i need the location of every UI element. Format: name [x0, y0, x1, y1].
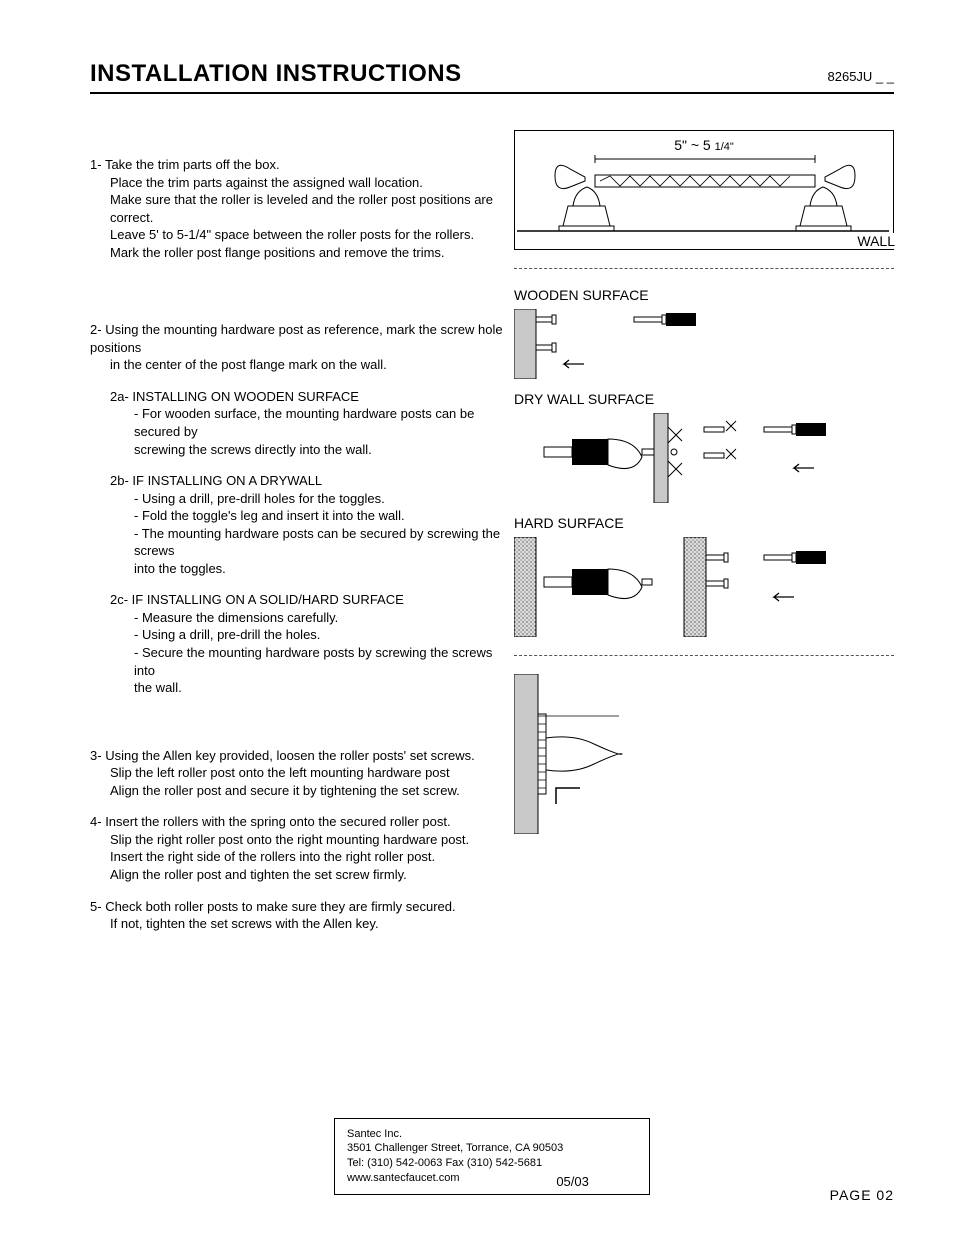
- company-name: Santec Inc.: [347, 1127, 637, 1142]
- dim-text: 5" ~ 5: [674, 137, 714, 153]
- diagram-top: 5" ~ 5 1/4": [514, 130, 894, 250]
- footer: Santec Inc. 3501 Challenger Street, Torr…: [90, 1118, 894, 1195]
- step-text: - Using a drill, pre-drill holes for the…: [134, 490, 504, 508]
- separator: [514, 655, 894, 656]
- step-text: If not, tighten the set screws with the …: [110, 915, 504, 933]
- diagram-wooden: WOODEN SURFACE: [514, 287, 894, 379]
- company-phone: Tel: (310) 542-0063 Fax (310) 542-5681: [347, 1156, 637, 1171]
- step-text: Slip the right roller post onto the righ…: [110, 831, 504, 849]
- step-3: 3- Using the Allen key provided, loosen …: [90, 747, 504, 800]
- footer-box: Santec Inc. 3501 Challenger Street, Torr…: [334, 1118, 650, 1195]
- surface-title: HARD SURFACE: [514, 515, 894, 531]
- step-text: Leave 5' to 5-1/4" space between the rol…: [110, 226, 504, 244]
- step-text: - Fold the toggle's leg and insert it in…: [134, 507, 504, 525]
- diagram-post-side: [514, 674, 894, 834]
- drywall-svg: [514, 413, 884, 503]
- step-2: 2- Using the mounting hardware post as r…: [90, 321, 504, 696]
- step-text: Take the trim parts off the box.: [105, 157, 280, 172]
- dim-frac: 1/4": [715, 141, 734, 153]
- wall-label: WALL: [855, 233, 897, 249]
- substep-title: 2a- INSTALLING ON WOODEN SURFACE: [110, 388, 504, 406]
- step-text: screwing the screws directly into the wa…: [134, 441, 504, 459]
- step-text: - For wooden surface, the mounting hardw…: [134, 405, 504, 440]
- header: INSTALLATION INSTRUCTIONS 8265JU _ _: [90, 60, 894, 94]
- step-text: Using the mounting hardware post as refe…: [90, 322, 503, 355]
- step-text: Align the roller post and secure it by t…: [110, 782, 504, 800]
- step-text: Make sure that the roller is leveled and…: [110, 191, 504, 226]
- page-title: INSTALLATION INSTRUCTIONS: [90, 60, 462, 88]
- step-text: Mark the roller post flange positions an…: [110, 244, 504, 262]
- step-text: Using the Allen key provided, loosen the…: [105, 748, 475, 763]
- substep-title: 2c- IF INSTALLING ON A SOLID/HARD SURFAC…: [110, 591, 504, 609]
- step-text: - Measure the dimensions carefully.: [134, 609, 504, 627]
- step-text: Insert the right side of the rollers int…: [110, 848, 504, 866]
- step-number: 3-: [90, 748, 102, 763]
- dimension-label: 5" ~ 5 1/4": [674, 137, 734, 153]
- step-text: Place the trim parts against the assigne…: [110, 174, 504, 192]
- step-5: 5- Check both roller posts to make sure …: [90, 898, 504, 933]
- step-text: - Secure the mounting hardware posts by …: [134, 644, 504, 679]
- surface-title: WOODEN SURFACE: [514, 287, 894, 303]
- step-text: Align the roller post and tighten the se…: [110, 866, 504, 884]
- step-text: - Using a drill, pre-drill the holes.: [134, 626, 504, 644]
- step-text: Slip the left roller post onto the left …: [110, 764, 504, 782]
- step-text: - The mounting hardware posts can be sec…: [134, 525, 504, 560]
- step-text: Check both roller posts to make sure the…: [105, 899, 455, 914]
- step-text: into the toggles.: [134, 560, 504, 578]
- footer-date: 05/03: [556, 1174, 589, 1189]
- substep-2b: 2b- IF INSTALLING ON A DRYWALL - Using a…: [90, 472, 504, 577]
- step-text: in the center of the post flange mark on…: [110, 356, 504, 374]
- step-text: Insert the rollers with the spring onto …: [105, 814, 450, 829]
- step-number: 2-: [90, 322, 102, 337]
- footer-page: PAGE 02: [830, 1187, 894, 1203]
- step-number: 4-: [90, 814, 102, 829]
- surface-title: DRY WALL SURFACE: [514, 391, 894, 407]
- step-number: 5-: [90, 899, 102, 914]
- instructions-column: 1- Take the trim parts off the box. Plac…: [90, 130, 514, 959]
- substep-title: 2b- IF INSTALLING ON A DRYWALL: [110, 472, 504, 490]
- step-number: 1-: [90, 157, 102, 172]
- wooden-svg: [514, 309, 814, 379]
- company-website: www.santecfaucet.com: [347, 1171, 637, 1186]
- product-code: 8265JU _ _: [828, 69, 895, 84]
- diagram-hard: HARD SURFACE: [514, 515, 894, 637]
- diagrams-column: 5" ~ 5 1/4": [514, 130, 894, 959]
- step-4: 4- Insert the rollers with the spring on…: [90, 813, 504, 883]
- company-address: 3501 Challenger Street, Torrance, CA 905…: [347, 1141, 637, 1156]
- hard-svg: [514, 537, 884, 637]
- diagram-drywall: DRY WALL SURFACE: [514, 391, 894, 503]
- separator: [514, 268, 894, 269]
- substep-2a: 2a- INSTALLING ON WOODEN SURFACE - For w…: [90, 388, 504, 458]
- substep-2c: 2c- IF INSTALLING ON A SOLID/HARD SURFAC…: [90, 591, 504, 696]
- post-side-svg: [514, 674, 674, 834]
- step-1: 1- Take the trim parts off the box. Plac…: [90, 156, 504, 261]
- step-text: the wall.: [134, 679, 504, 697]
